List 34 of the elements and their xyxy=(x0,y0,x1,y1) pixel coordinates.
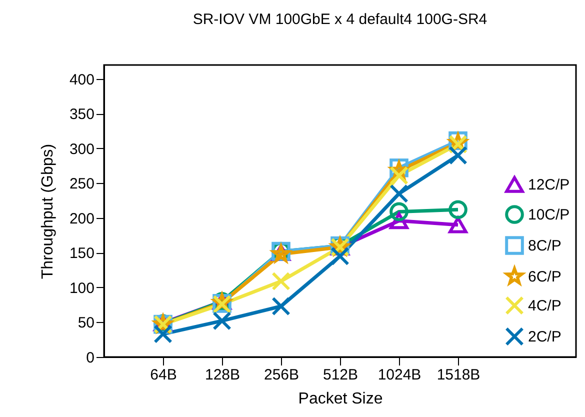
y-tick-label: 0 xyxy=(86,350,94,366)
legend-label: 12C/P xyxy=(528,176,570,194)
x-axis-title: Packet Size xyxy=(298,390,383,408)
point xyxy=(448,146,468,165)
legend-label: 10C/P xyxy=(528,206,570,224)
y-tick-label: 350 xyxy=(69,106,94,124)
point xyxy=(272,296,290,316)
y-tick-label: 50 xyxy=(78,314,94,332)
legend-label: 4C/P xyxy=(528,298,562,314)
y-tick-label: 300 xyxy=(69,140,94,158)
point xyxy=(272,272,290,291)
y-tick-label: 200 xyxy=(69,210,94,228)
point xyxy=(390,202,408,222)
point xyxy=(448,216,468,234)
x-tick-label: 128B xyxy=(204,366,240,384)
point xyxy=(330,246,350,266)
point xyxy=(212,311,232,330)
legend-label: 2C/P xyxy=(528,328,562,346)
y-tick-label: 150 xyxy=(69,245,94,262)
point xyxy=(448,200,468,219)
x-tick-label: 256B xyxy=(264,366,300,384)
y-tick-label: 400 xyxy=(69,71,94,88)
legend-label: 8C/P xyxy=(528,238,562,254)
y-tick-label: 250 xyxy=(69,176,94,193)
x-tick-label: 1024B xyxy=(378,366,422,384)
point xyxy=(390,184,408,204)
x-tick-label: 64B xyxy=(150,366,177,384)
y-axis-title: Throughput (Gbps) xyxy=(39,144,56,280)
y-tick-label: 100 xyxy=(69,280,94,297)
point xyxy=(154,324,172,344)
x-tick-label: 1518B xyxy=(436,366,480,384)
x-tick-label: 512B xyxy=(322,366,358,384)
chart-title: SR-IOV VM 100GbE x 4 default4 100G-SR4 xyxy=(192,11,488,28)
legend-label: 6C/P xyxy=(528,268,562,286)
